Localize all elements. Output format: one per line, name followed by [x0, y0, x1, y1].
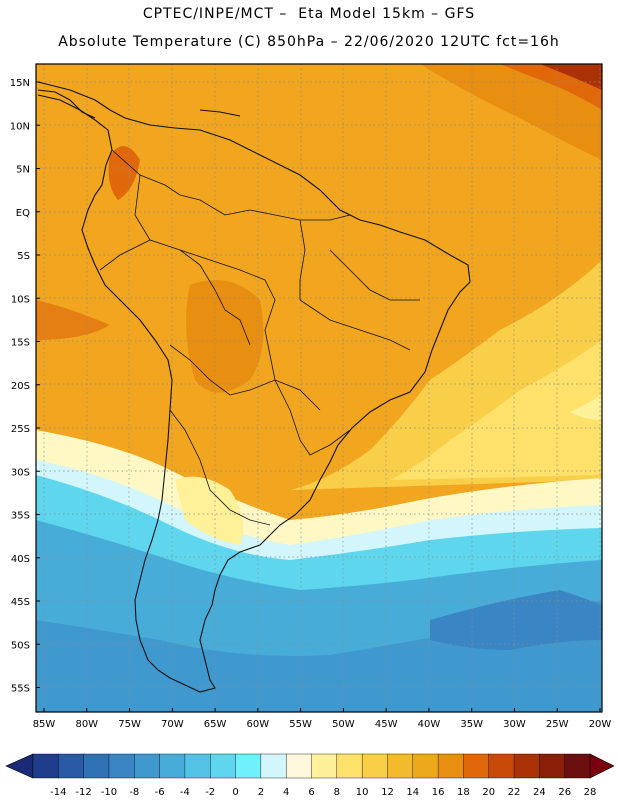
lat-label-5s: 5S [17, 251, 30, 262]
colorbar-label: -6 [155, 787, 165, 798]
lat-label-35s: 35S [11, 511, 30, 522]
graticule [36, 64, 602, 712]
colorbar-label: -14 [50, 787, 66, 798]
colorbar-swatch [488, 753, 515, 779]
lat-label-15s: 15S [11, 338, 30, 349]
lat-label-eq: EQ [16, 208, 30, 219]
colorbar-labels: -14 -12 -10 -8 -6 -4 -2 0 2 4 6 8 10 12 14 16 18 20 22 24 26… [50, 787, 596, 798]
colorbar-swatch [463, 753, 490, 779]
lat-label-5n: 5N [16, 165, 30, 176]
colorbar-label: 6 [308, 787, 314, 798]
country-borders [99, 149, 420, 526]
colorbar-swatch [58, 753, 85, 779]
colorbar-swatch [361, 753, 388, 779]
colorbar-label: 24 [533, 787, 546, 798]
lon-label-25w: 25W [546, 719, 569, 730]
map-title-line-1: CPTEC/INPE/MCT – Eta Model 15km – GFS [142, 6, 476, 22]
colorbar-label: 28 [584, 787, 597, 798]
colorbar-label: 22 [508, 787, 521, 798]
lat-label-45s: 45S [11, 597, 30, 608]
lat-label-40s: 40S [11, 554, 30, 565]
colorbar-swatch [513, 753, 540, 779]
colorbar-swatch [159, 753, 186, 779]
colorbar-label: 0 [232, 787, 238, 798]
colorbar-label: 8 [334, 787, 340, 798]
colorbar-label: -8 [129, 787, 139, 798]
colorbar-label: -10 [101, 787, 117, 798]
latitude-labels: 15N 10N 5N EQ 5S 10S 15S 20S 25S 30S 35S 40S 45S 50S 5… [10, 78, 40, 695]
lon-label-50w: 50W [332, 719, 355, 730]
colorbar-label: 14 [406, 787, 419, 798]
colorbar-swatch [539, 753, 566, 779]
colorbar-label: 26 [558, 787, 571, 798]
lon-label-70w: 70W [161, 719, 184, 730]
lon-label-85w: 85W [33, 719, 56, 730]
colorbar-swatch [387, 753, 414, 779]
lon-label-45w: 45W [375, 719, 398, 730]
lat-label-10s: 10S [11, 294, 30, 305]
colorbar-label: 20 [482, 787, 495, 798]
lon-label-60w: 60W [247, 719, 270, 730]
colorbar-label: 2 [258, 787, 264, 798]
lon-label-40w: 40W [418, 719, 441, 730]
colorbar-label: -4 [180, 787, 190, 798]
lat-label-25s: 25S [11, 424, 30, 435]
colorbar-swatch [184, 753, 211, 779]
colorbar-swatch [260, 753, 287, 779]
lat-label-55s: 55S [11, 684, 30, 695]
longitude-labels: 85W 80W 75W 70W 65W 60W 55W 50W 45W 40W 35W 30W 25W 2… [33, 708, 612, 730]
colorbar-label: 12 [381, 787, 394, 798]
map-frame [35, 63, 603, 713]
colorbar [5, 753, 615, 779]
colorbar-swatch [564, 753, 591, 779]
lon-label-30w: 30W [503, 719, 526, 730]
colorbar-label: 10 [356, 787, 369, 798]
colorbar-swatch [83, 753, 110, 779]
colorbar-swatch [412, 753, 439, 779]
colorbar-swatch [437, 753, 464, 779]
colorbar-swatch [311, 753, 338, 779]
colorbar-min-arrow [5, 753, 34, 779]
colorbar-swatch [134, 753, 161, 779]
colorbar-swatch [235, 753, 262, 779]
lat-label-30s: 30S [11, 467, 30, 478]
lat-label-10n: 10N [10, 121, 30, 132]
lat-label-20s: 20S [11, 381, 30, 392]
colorbar-swatch [285, 753, 313, 779]
lon-label-75w: 75W [118, 719, 141, 730]
temperature-field [36, 64, 602, 712]
lon-label-65w: 65W [204, 719, 227, 730]
colorbar-label: 4 [283, 787, 289, 798]
colorbar-label: -2 [205, 787, 215, 798]
lon-label-35w: 35W [460, 719, 483, 730]
colorbar-swatch [108, 753, 135, 779]
coastline [37, 81, 471, 693]
colorbar-max-arrow [589, 753, 615, 779]
lat-label-50s: 50S [11, 640, 30, 651]
lon-label-20w: 20W [589, 719, 612, 730]
colorbar-swatch [32, 753, 59, 779]
colorbar-label: 18 [457, 787, 470, 798]
map-title-line-2: Absolute Temperature (C) 850hPa – 22/06/… [58, 34, 560, 50]
colorbar-swatch [210, 753, 237, 779]
colorbar-swatch [336, 753, 363, 779]
colorbar-label: -12 [75, 787, 91, 798]
lat-label-15n: 15N [10, 78, 30, 89]
lon-label-80w: 80W [75, 719, 98, 730]
colorbar-label: 16 [432, 787, 445, 798]
lon-label-55w: 55W [289, 719, 312, 730]
